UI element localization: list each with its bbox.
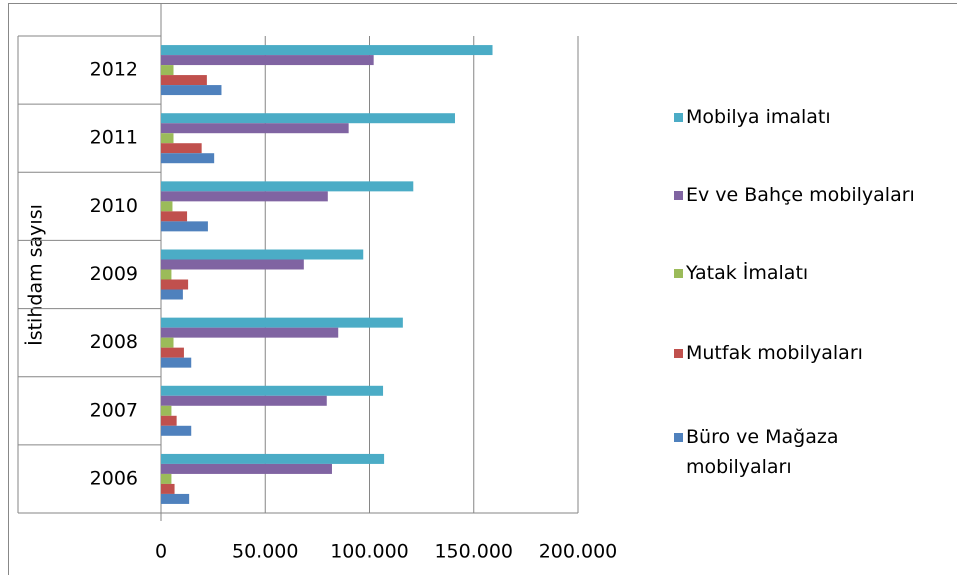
bar [161,357,192,368]
bar [161,327,339,338]
bar [161,123,349,134]
bar [161,395,327,406]
legend-label: Mutfak mobilyaları [686,342,863,364]
bar [161,463,332,474]
bar [161,483,175,494]
legend-label: Mobilya imalatı [686,106,831,128]
legend-swatch [674,349,683,358]
legend-label: Yatak İmalatı [686,262,809,284]
bar [161,221,208,232]
bar [161,113,455,124]
bar [161,143,202,154]
bar [161,191,328,202]
bar [161,45,493,56]
bar [161,493,190,504]
bar [161,75,207,86]
y-tick-label: 2012 [90,59,138,81]
bar [161,425,192,436]
bar [161,181,414,192]
y-tick-label: 2008 [90,331,138,353]
bar [161,153,215,164]
y-tick-label: 2011 [90,127,138,149]
legend-label: Büro ve Mağaza mobilyaları [686,426,839,478]
bar [161,453,385,464]
legend-swatch [674,191,683,200]
y-axis-label: İstihdam sayısı [24,204,47,346]
bar [161,415,177,426]
bar [161,133,174,144]
bar [161,85,222,96]
bar [161,405,172,416]
bar [161,249,364,260]
bar [161,385,384,396]
legend-swatch [674,433,683,442]
y-tick-label: 2007 [90,399,138,421]
bar [161,289,183,300]
x-tick-label: 150.000 [434,541,513,563]
bar [161,211,188,222]
bar [161,259,304,270]
bar [161,269,172,280]
chart-frame [8,3,957,575]
y-tick-label: 2009 [90,263,138,285]
y-tick-label: 2010 [90,195,138,217]
bar [161,279,189,290]
legend-swatch [674,113,683,122]
bar [161,347,184,358]
x-tick-label: 200.000 [539,541,618,563]
x-tick-label: 50.000 [232,541,298,563]
bar [161,317,403,328]
legend-label: Ev ve Bahçe mobilyaları [686,184,915,206]
bar [161,473,172,484]
x-tick-label: 100.000 [330,541,409,563]
bar [161,337,174,348]
bar [161,201,173,212]
bar [161,55,374,66]
x-tick-label: 0 [155,541,167,563]
y-tick-label: 2006 [90,467,138,489]
legend-swatch [674,269,683,278]
bar [161,65,174,76]
